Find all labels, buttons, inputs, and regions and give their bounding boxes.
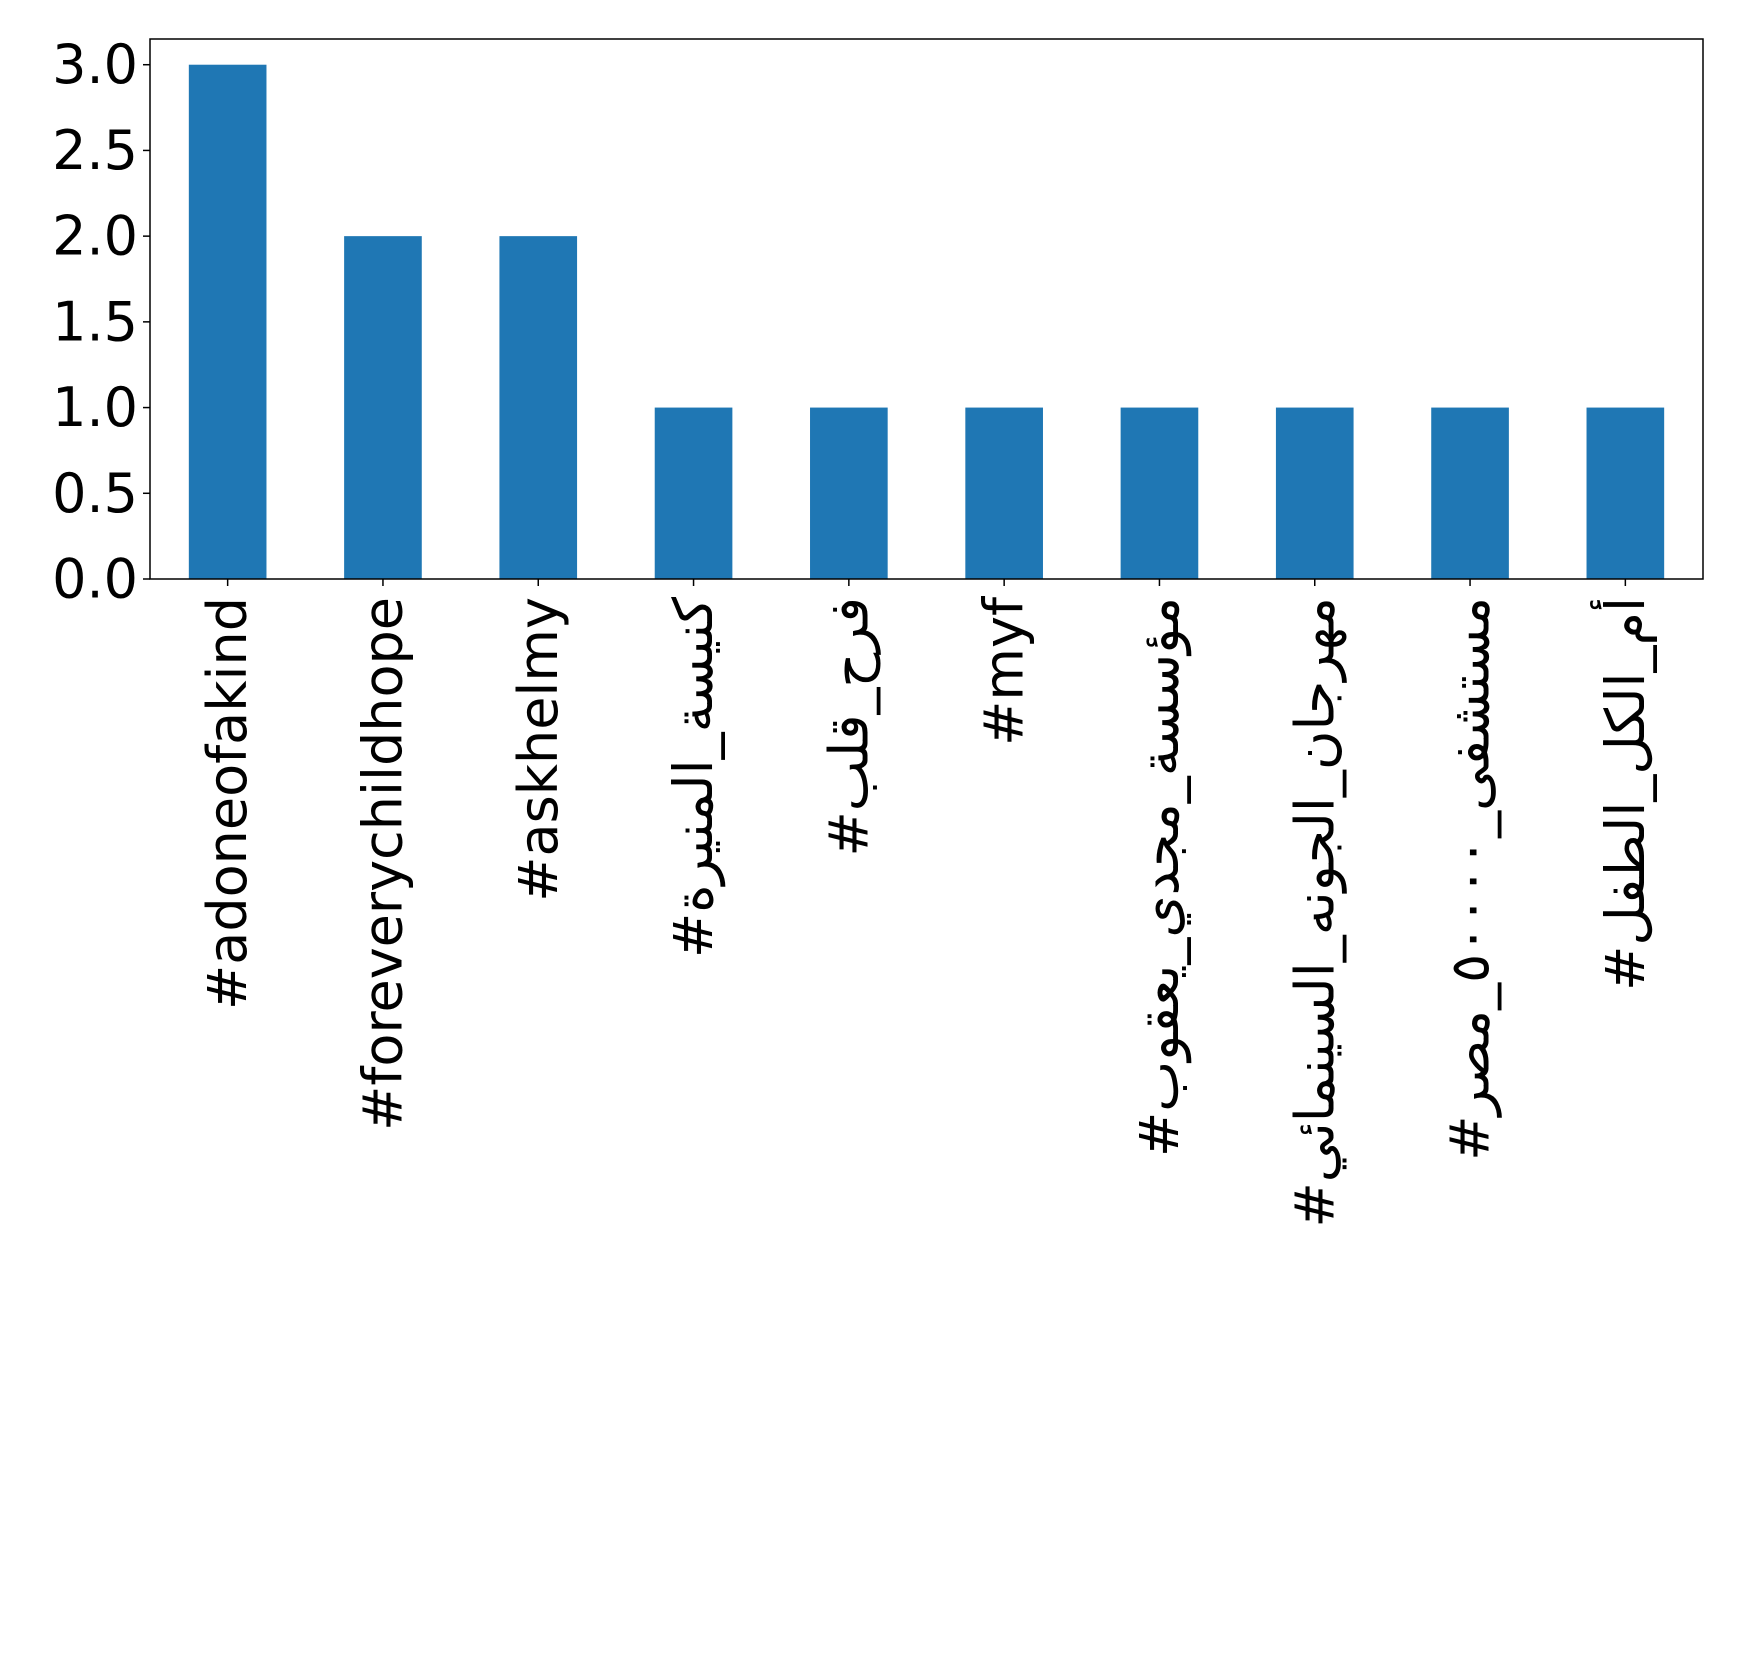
x-tick-label-3: #كنيسة_المنيرة — [662, 597, 725, 958]
x-tick-label-0: #adoneofakind — [196, 597, 259, 1010]
bar-9 — [1586, 407, 1665, 579]
x-tick-label-5: #myf — [973, 595, 1036, 746]
x-tick-label-7: #مهرجان_الجونه_السينمائي — [1283, 597, 1346, 1227]
bar-8 — [1431, 407, 1509, 579]
x-tick-label-6: #مؤسسة_مجدي_يعقوب — [1128, 597, 1191, 1157]
bar-7 — [1275, 407, 1354, 579]
bar-1 — [344, 236, 422, 579]
y-tick-label-0: 0.0 — [52, 548, 138, 611]
y-tick-label-2: 1.0 — [52, 376, 138, 439]
x-tick-label-8: #مستشفى_٥٠٠٠٠_مصر — [1439, 597, 1502, 1161]
bar-5 — [965, 407, 1043, 579]
y-tick-label-4: 2.0 — [52, 205, 138, 268]
y-tick-label-1: 0.5 — [52, 462, 138, 525]
bar-6 — [1120, 407, 1199, 579]
bar-0 — [188, 64, 267, 579]
y-tick-label-6: 3.0 — [52, 33, 138, 96]
y-tick-label-3: 1.5 — [52, 290, 138, 353]
x-axis: #adoneofakind #foreverychildhope #askhelmy… — [196, 579, 1657, 1227]
plot-frame — [149, 38, 1704, 580]
y-axis: 0.0 0.5 1.0 1.5 2.0 2.5 3.0 — [52, 33, 150, 611]
x-tick-label-1: #foreverychildhope — [351, 597, 414, 1131]
x-tick-label-4: #فرح_قلب — [817, 597, 880, 856]
bar-3 — [654, 407, 733, 579]
bars-group — [188, 64, 1665, 579]
bar-4 — [810, 407, 888, 579]
bar-2 — [499, 236, 578, 579]
x-tick-label-2: #askhelmy — [507, 597, 570, 902]
x-tick-label-9: #أم_الكل_الطفل — [1590, 597, 1657, 991]
y-tick-label-5: 2.5 — [52, 119, 138, 182]
